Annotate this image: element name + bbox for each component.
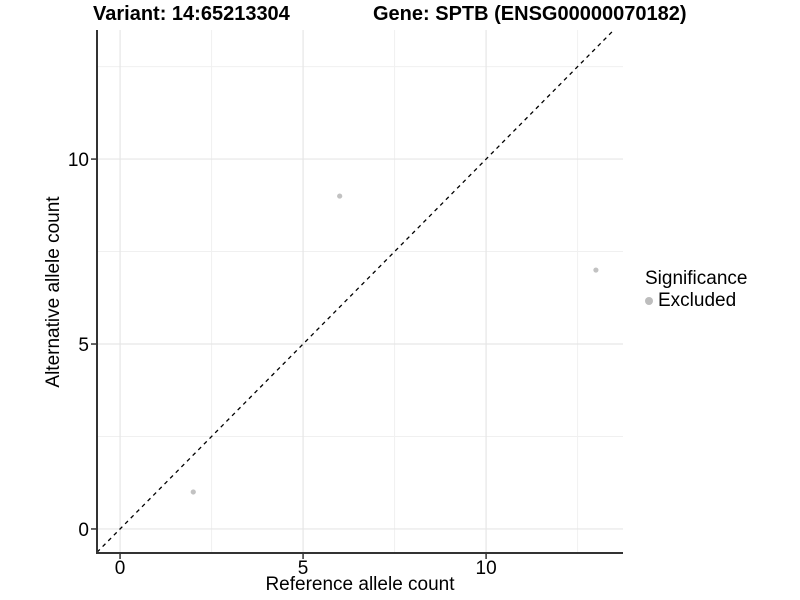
y-tick-label: 5 [78, 335, 89, 356]
legend-item: Excluded [645, 290, 747, 312]
plot-title-gene: Gene: SPTB (ENSG00000070182) [373, 3, 687, 25]
identity-reference-line [96, 29, 615, 553]
y-tick-label: 10 [68, 150, 89, 171]
x-tick-label: 10 [476, 558, 497, 579]
legend-title: Significance [645, 268, 748, 289]
data-point [190, 489, 196, 495]
y-tick-label: 0 [78, 520, 89, 541]
legend: Significance Excluded [645, 268, 747, 312]
legend-item-label: Excluded [658, 290, 737, 311]
data-point [337, 193, 343, 199]
x-axis-title: Reference allele count [265, 574, 455, 595]
plot-title-variant: Variant: 14:65213304 [93, 3, 290, 25]
data-point [593, 267, 599, 273]
x-tick-label: 0 [115, 558, 126, 579]
legend-point-icon [645, 297, 653, 305]
x-tick-label: 5 [298, 558, 309, 579]
